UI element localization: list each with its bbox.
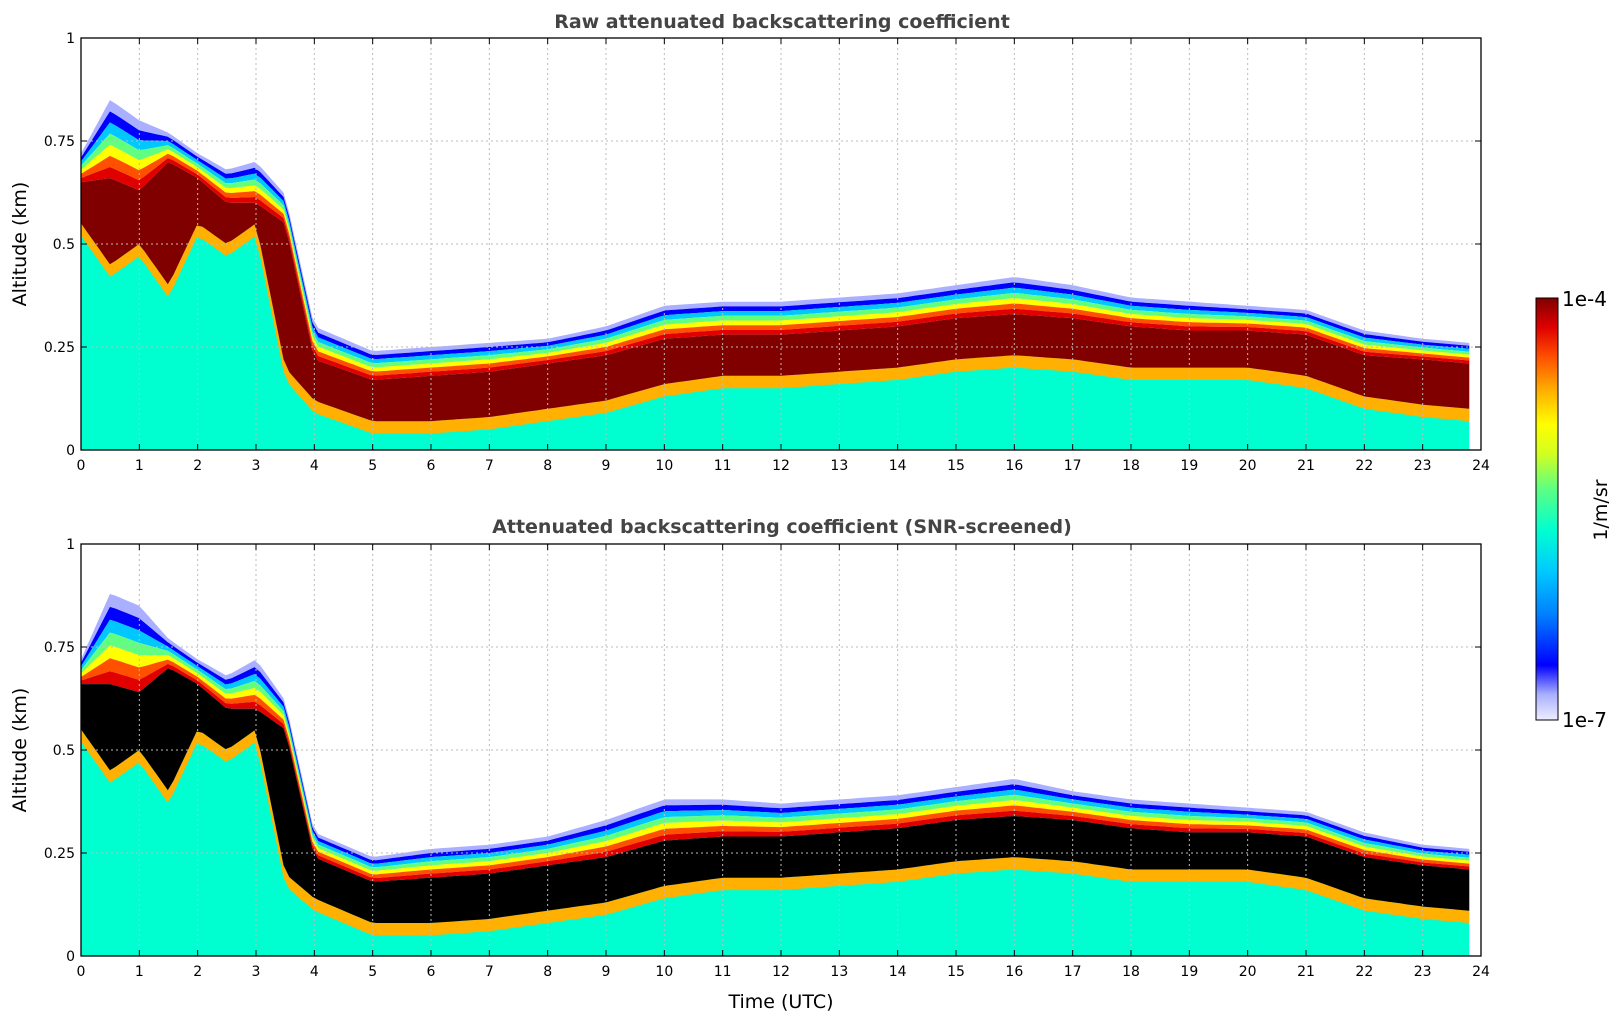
x-tick-label: 8	[543, 964, 552, 980]
colorbar-min-label: 1e-7	[1562, 708, 1607, 732]
x-axis-label: Time (UTC)	[727, 991, 833, 1013]
layer-edge-band	[81, 158, 1470, 380]
panel-title: Raw attenuated backscattering coefficien…	[554, 11, 1010, 33]
y-tick-label: 0.75	[44, 640, 75, 656]
raw-backscatter-panel: Raw attenuated backscattering coefficien…	[9, 11, 1490, 474]
x-tick-label: 19	[1180, 964, 1198, 980]
x-axis: 0 1 2 3 4 5 6 7 8 9 10 11 12 13 14 15 16 17 18 19 20 21 22 23 24	[77, 544, 1490, 980]
x-tick-label: 11	[714, 458, 732, 474]
x-tick-label: 0	[77, 964, 86, 980]
x-tick-label: 24	[1472, 964, 1490, 980]
x-tick-label: 17	[1064, 964, 1082, 980]
x-tick-label: 18	[1122, 964, 1140, 980]
x-tick-label: 22	[1355, 964, 1373, 980]
x-tick-label: 5	[368, 964, 377, 980]
layer-edge-band	[81, 122, 1470, 364]
x-tick-label: 2	[193, 964, 202, 980]
x-tick-label: 1	[135, 458, 144, 474]
colorbar-scale	[1535, 297, 1559, 721]
x-tick-label: 0	[77, 458, 86, 474]
layer-edge-band	[81, 153, 1470, 376]
x-tick-label: 15	[947, 458, 965, 474]
x-tick-label: 23	[1414, 964, 1432, 980]
grid	[81, 544, 1481, 956]
lower-backscatter-region	[81, 729, 1470, 956]
x-tick-label: 1	[135, 964, 144, 980]
x-tick-label: 12	[772, 964, 790, 980]
x-tick-label: 14	[889, 458, 907, 474]
colorbar: 1e-4 1e-7 1/m/sr	[1535, 287, 1612, 732]
x-tick-label: 9	[602, 458, 611, 474]
panel-title: Attenuated backscattering coefficient (S…	[492, 516, 1072, 538]
x-axis: 0 1 2 3 4 5 6 7 8 9 10 11 12 13 14 15 16 17 18 19 20 21 22 23 24	[77, 38, 1490, 474]
x-tick-label: 6	[427, 458, 436, 474]
x-tick-label: 24	[1472, 458, 1490, 474]
x-tick-label: 4	[310, 458, 319, 474]
x-tick-label: 17	[1064, 458, 1082, 474]
y-tick-label: 0.25	[44, 846, 75, 862]
x-tick-label: 13	[830, 458, 848, 474]
x-tick-label: 3	[252, 964, 261, 980]
heatmap-layers	[81, 594, 1470, 956]
y-tick-label: 1	[66, 537, 75, 553]
y-tick-label: 0.75	[44, 134, 75, 150]
saturated-layer-core	[81, 162, 1470, 422]
y-axis: 0 0.25 0.5 0.75 1	[44, 537, 1481, 965]
x-tick-label: 3	[252, 458, 261, 474]
lower-backscatter-region	[81, 223, 1470, 450]
y-tick-label: 0.25	[44, 340, 75, 356]
y-axis-label: Altitude (km)	[9, 688, 31, 813]
x-tick-label: 9	[602, 964, 611, 980]
sub-layer-gradient-band	[81, 223, 1470, 434]
x-tick-label: 14	[889, 964, 907, 980]
x-tick-label: 16	[1005, 964, 1023, 980]
x-tick-label: 10	[655, 458, 673, 474]
colorbar-label: 1/m/sr	[1590, 479, 1612, 540]
y-tick-label: 0	[66, 949, 75, 965]
x-tick-label: 19	[1180, 458, 1198, 474]
layer-edge-band	[81, 133, 1470, 368]
x-tick-label: 21	[1297, 458, 1315, 474]
layer-edge-band	[81, 606, 1470, 864]
layer-edge-band	[81, 144, 1470, 372]
x-tick-label: 10	[655, 964, 673, 980]
layer-edge-band	[81, 111, 1470, 360]
x-tick-label: 15	[947, 964, 965, 980]
x-tick-label: 16	[1005, 458, 1023, 474]
y-axis: 0 0.25 0.5 0.75 1	[44, 31, 1481, 459]
y-tick-label: 0	[66, 443, 75, 459]
colorbar-max-label: 1e-4	[1562, 287, 1607, 311]
x-tick-label: 20	[1239, 458, 1257, 474]
x-tick-label: 7	[485, 458, 494, 474]
x-tick-label: 12	[772, 458, 790, 474]
x-tick-label: 20	[1239, 964, 1257, 980]
saturated-layer-core	[81, 668, 1470, 923]
x-tick-label: 4	[310, 964, 319, 980]
grid	[81, 38, 1481, 450]
x-tick-label: 22	[1355, 458, 1373, 474]
x-tick-label: 21	[1297, 964, 1315, 980]
x-tick-label: 11	[714, 964, 732, 980]
y-tick-label: 0.5	[53, 743, 75, 759]
y-tick-label: 1	[66, 31, 75, 47]
x-tick-label: 18	[1122, 458, 1140, 474]
sub-layer-gradient-band	[81, 729, 1470, 936]
layer-edge-band	[81, 645, 1470, 875]
x-tick-label: 13	[830, 964, 848, 980]
x-tick-label: 5	[368, 458, 377, 474]
x-tick-label: 2	[193, 458, 202, 474]
heatmap-layers	[81, 100, 1470, 450]
x-tick-label: 8	[543, 458, 552, 474]
y-tick-label: 0.5	[53, 237, 75, 253]
layer-edge-band	[81, 632, 1470, 871]
layer-edge-band	[81, 594, 1470, 861]
screened-backscatter-panel: Attenuated backscattering coefficient (S…	[9, 516, 1490, 1013]
x-tick-label: 23	[1414, 458, 1432, 474]
x-tick-label: 7	[485, 964, 494, 980]
y-axis-label: Altitude (km)	[9, 182, 31, 307]
x-tick-label: 6	[427, 964, 436, 980]
layer-edge-band	[81, 100, 1470, 355]
